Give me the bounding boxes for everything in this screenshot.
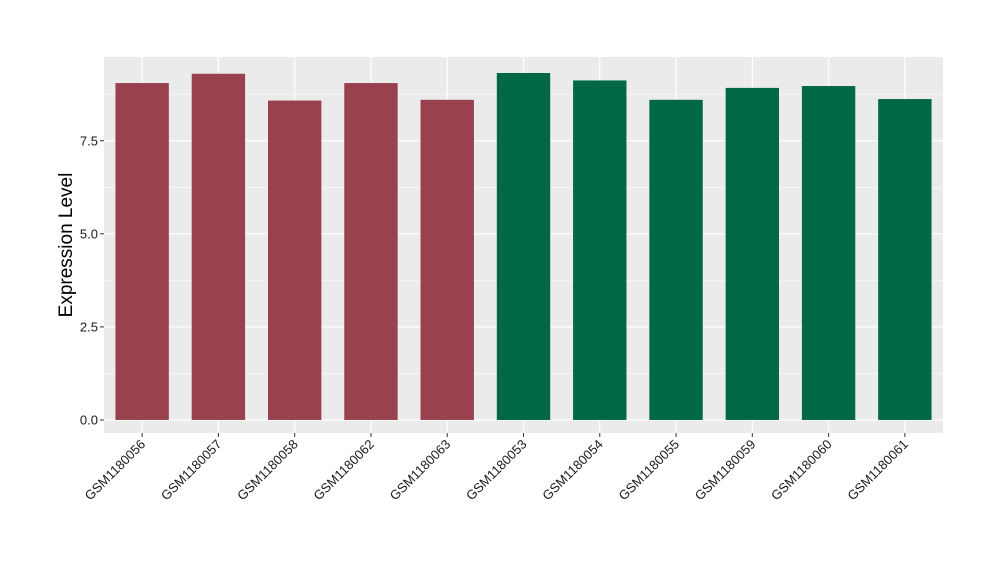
x-tick-label: GSM1180060	[768, 437, 835, 504]
bar-GSM1180054	[573, 80, 627, 420]
x-tick-label: GSM1180057	[158, 437, 225, 504]
y-tick-label: 2.5	[80, 319, 98, 334]
x-tick-label: GSM1180053	[463, 437, 530, 504]
x-tick-label: GSM1180059	[692, 437, 759, 504]
x-tick-label: GSM1180063	[387, 437, 454, 504]
y-tick-label: 0.0	[80, 412, 98, 427]
bar-GSM1180058	[267, 100, 322, 420]
y-tick-label: 7.5	[80, 133, 98, 148]
bar-GSM1180056	[115, 83, 169, 420]
bar-GSM1180061	[878, 99, 932, 420]
bar-GSM1180057	[191, 73, 246, 420]
x-tick-label: GSM1180062	[310, 437, 377, 504]
y-axis: 0.0 2.5 5.0 7.5	[80, 133, 104, 427]
y-tick-label: 5.0	[80, 226, 98, 241]
x-tick-label: GSM1180054	[539, 437, 606, 504]
bars	[115, 73, 932, 420]
bar-GSM1180063	[420, 99, 474, 420]
x-axis: GSM1180056 GSM1180057 GSM1180058 GSM1180062…	[82, 433, 911, 503]
bar-GSM1180059	[725, 87, 780, 420]
x-tick-label: GSM1180055	[616, 437, 683, 504]
y-axis-title: Expression Level	[56, 173, 77, 318]
x-tick-label: GSM1180061	[844, 437, 911, 504]
bar-GSM1180062	[344, 83, 398, 420]
bar-GSM1180055	[649, 99, 703, 420]
bar-GSM1180060	[801, 86, 856, 420]
bar-GSM1180053	[496, 73, 551, 420]
x-tick-label: GSM1180058	[234, 437, 301, 504]
x-tick-label: GSM1180056	[82, 437, 149, 504]
